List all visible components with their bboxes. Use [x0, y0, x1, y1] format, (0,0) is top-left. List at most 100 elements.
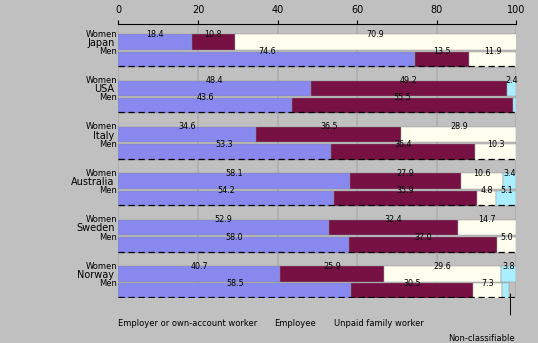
Bar — [256, 127, 401, 142]
Text: 14.7: 14.7 — [478, 215, 496, 224]
Text: 36.5: 36.5 — [320, 122, 337, 131]
Text: 52.9: 52.9 — [215, 215, 232, 224]
Bar — [118, 283, 351, 299]
Text: 10.3: 10.3 — [487, 140, 505, 149]
Text: 55.5: 55.5 — [393, 93, 412, 103]
Text: Men: Men — [100, 233, 117, 241]
Bar — [118, 173, 350, 189]
Text: 30.5: 30.5 — [403, 279, 421, 288]
Bar — [476, 144, 516, 160]
Text: 48.4: 48.4 — [206, 76, 223, 85]
Text: Women: Women — [86, 122, 117, 131]
Bar — [496, 191, 516, 206]
Bar — [401, 127, 516, 142]
Text: Norway: Norway — [77, 270, 115, 280]
Text: Men: Men — [100, 47, 117, 56]
Text: Italy: Italy — [93, 131, 115, 141]
Bar — [384, 266, 501, 282]
Bar — [118, 98, 292, 114]
Bar — [311, 81, 507, 96]
Text: Employee: Employee — [274, 319, 316, 328]
Bar — [192, 34, 235, 50]
Text: Women: Women — [86, 76, 117, 85]
Bar — [330, 144, 476, 160]
Text: Unpaid family worker: Unpaid family worker — [334, 319, 423, 328]
Bar — [118, 144, 330, 160]
Text: 58.5: 58.5 — [226, 279, 244, 288]
Bar — [118, 237, 349, 252]
Text: Sweden: Sweden — [76, 223, 115, 233]
Text: Women: Women — [86, 215, 117, 224]
Text: 54.2: 54.2 — [217, 186, 235, 195]
Bar — [461, 173, 503, 189]
Text: 10.8: 10.8 — [204, 29, 222, 39]
Text: 34.6: 34.6 — [179, 122, 196, 131]
Bar — [507, 81, 516, 96]
Text: Women: Women — [86, 169, 117, 178]
Text: Men: Men — [100, 140, 117, 149]
Bar — [292, 98, 513, 114]
Text: 3.4: 3.4 — [504, 169, 516, 178]
Bar — [415, 51, 469, 67]
Bar — [458, 220, 516, 235]
Text: 4.8: 4.8 — [480, 186, 493, 195]
Bar — [349, 237, 497, 252]
Text: Men: Men — [100, 93, 117, 103]
Bar — [502, 283, 508, 299]
Bar — [118, 191, 334, 206]
Text: Non-classifiable: Non-classifiable — [448, 334, 515, 343]
Bar — [118, 51, 415, 67]
Text: 35.9: 35.9 — [397, 186, 414, 195]
Text: 53.3: 53.3 — [216, 140, 233, 149]
Text: Men: Men — [100, 279, 117, 288]
Bar — [503, 173, 516, 189]
Text: 10.6: 10.6 — [473, 169, 491, 178]
Text: Women: Women — [86, 29, 117, 39]
Text: 25.9: 25.9 — [323, 262, 341, 271]
Text: Women: Women — [86, 262, 117, 271]
Text: Men: Men — [100, 186, 117, 195]
Text: 2.4: 2.4 — [505, 76, 518, 85]
Bar — [513, 98, 516, 114]
Bar — [118, 81, 311, 96]
Bar — [118, 34, 192, 50]
Text: 37.0: 37.0 — [414, 233, 431, 241]
Bar — [280, 266, 384, 282]
Text: 18.4: 18.4 — [146, 29, 164, 39]
Bar — [350, 173, 461, 189]
Text: 28.9: 28.9 — [450, 122, 468, 131]
Text: 74.6: 74.6 — [258, 47, 275, 56]
Text: 7.3: 7.3 — [481, 279, 493, 288]
Text: USA: USA — [94, 84, 115, 94]
Text: 49.2: 49.2 — [400, 76, 418, 85]
Bar — [329, 220, 458, 235]
Bar — [473, 283, 502, 299]
Bar — [235, 34, 517, 50]
Text: 3.8: 3.8 — [502, 262, 515, 271]
Text: 58.0: 58.0 — [225, 233, 243, 241]
Bar — [118, 266, 280, 282]
Bar — [469, 51, 516, 67]
Bar — [334, 191, 477, 206]
Bar — [497, 237, 516, 252]
Bar — [118, 127, 256, 142]
Text: 58.1: 58.1 — [225, 169, 243, 178]
Text: 27.9: 27.9 — [397, 169, 414, 178]
Text: 11.9: 11.9 — [484, 47, 501, 56]
Bar — [351, 283, 473, 299]
Text: 5.1: 5.1 — [500, 186, 513, 195]
Text: 36.4: 36.4 — [394, 140, 412, 149]
Text: 70.9: 70.9 — [367, 29, 385, 39]
Text: 5.0: 5.0 — [500, 233, 513, 241]
Text: Australia: Australia — [71, 177, 115, 187]
Text: 32.4: 32.4 — [385, 215, 402, 224]
Text: 43.6: 43.6 — [196, 93, 214, 103]
Bar — [477, 191, 496, 206]
Bar — [501, 266, 516, 282]
Text: 40.7: 40.7 — [190, 262, 208, 271]
Bar — [118, 220, 329, 235]
Text: Japan: Japan — [87, 38, 115, 48]
Text: 13.5: 13.5 — [434, 47, 451, 56]
Text: Employer or own-account worker: Employer or own-account worker — [118, 319, 258, 328]
Text: 29.6: 29.6 — [434, 262, 451, 271]
